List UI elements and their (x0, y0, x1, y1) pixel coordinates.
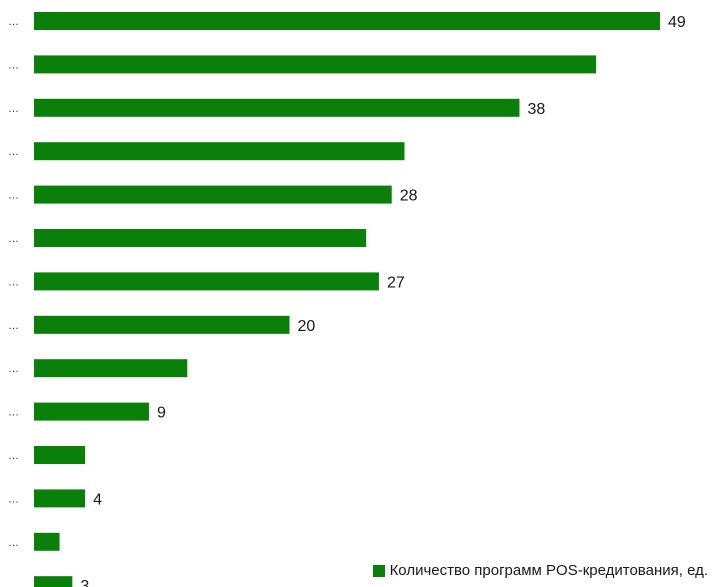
category-label: … (8, 146, 19, 158)
bar (34, 272, 379, 291)
data-label: 49 (668, 14, 686, 31)
category-label: … (8, 450, 19, 462)
bar (34, 532, 60, 551)
legend-swatch (372, 564, 385, 577)
bar (34, 359, 188, 378)
category-label: … (8, 59, 19, 71)
data-label: 27 (387, 274, 405, 291)
legend-label: Количество программ POS-кредитования, ед… (389, 562, 708, 579)
category-label: … (8, 493, 19, 505)
bar (34, 98, 520, 117)
data-label: 4 (93, 491, 102, 508)
bar (34, 489, 86, 508)
bar (34, 142, 405, 161)
category-label: … (8, 320, 19, 332)
data-label: 28 (400, 188, 418, 205)
category-label: … (8, 276, 19, 288)
bar (34, 12, 660, 30)
data-label: 9 (157, 405, 166, 422)
category-label: … (8, 16, 19, 28)
category-label: … (8, 103, 19, 115)
bar (34, 315, 290, 334)
data-label: 20 (298, 318, 316, 335)
category-label: … (8, 580, 19, 587)
bar (34, 402, 149, 421)
category-label: … (8, 233, 19, 245)
bar (34, 446, 86, 464)
category-label: … (8, 190, 19, 202)
category-label: … (8, 407, 19, 419)
bar (34, 55, 597, 74)
data-label: 3 (80, 578, 89, 587)
category-label: … (8, 363, 19, 375)
bar (34, 576, 73, 587)
category-label: … (8, 537, 19, 549)
legend: Количество программ POS-кредитования, ед… (372, 562, 708, 579)
bar (34, 229, 367, 247)
bar (34, 185, 392, 204)
data-label: 38 (527, 101, 545, 118)
